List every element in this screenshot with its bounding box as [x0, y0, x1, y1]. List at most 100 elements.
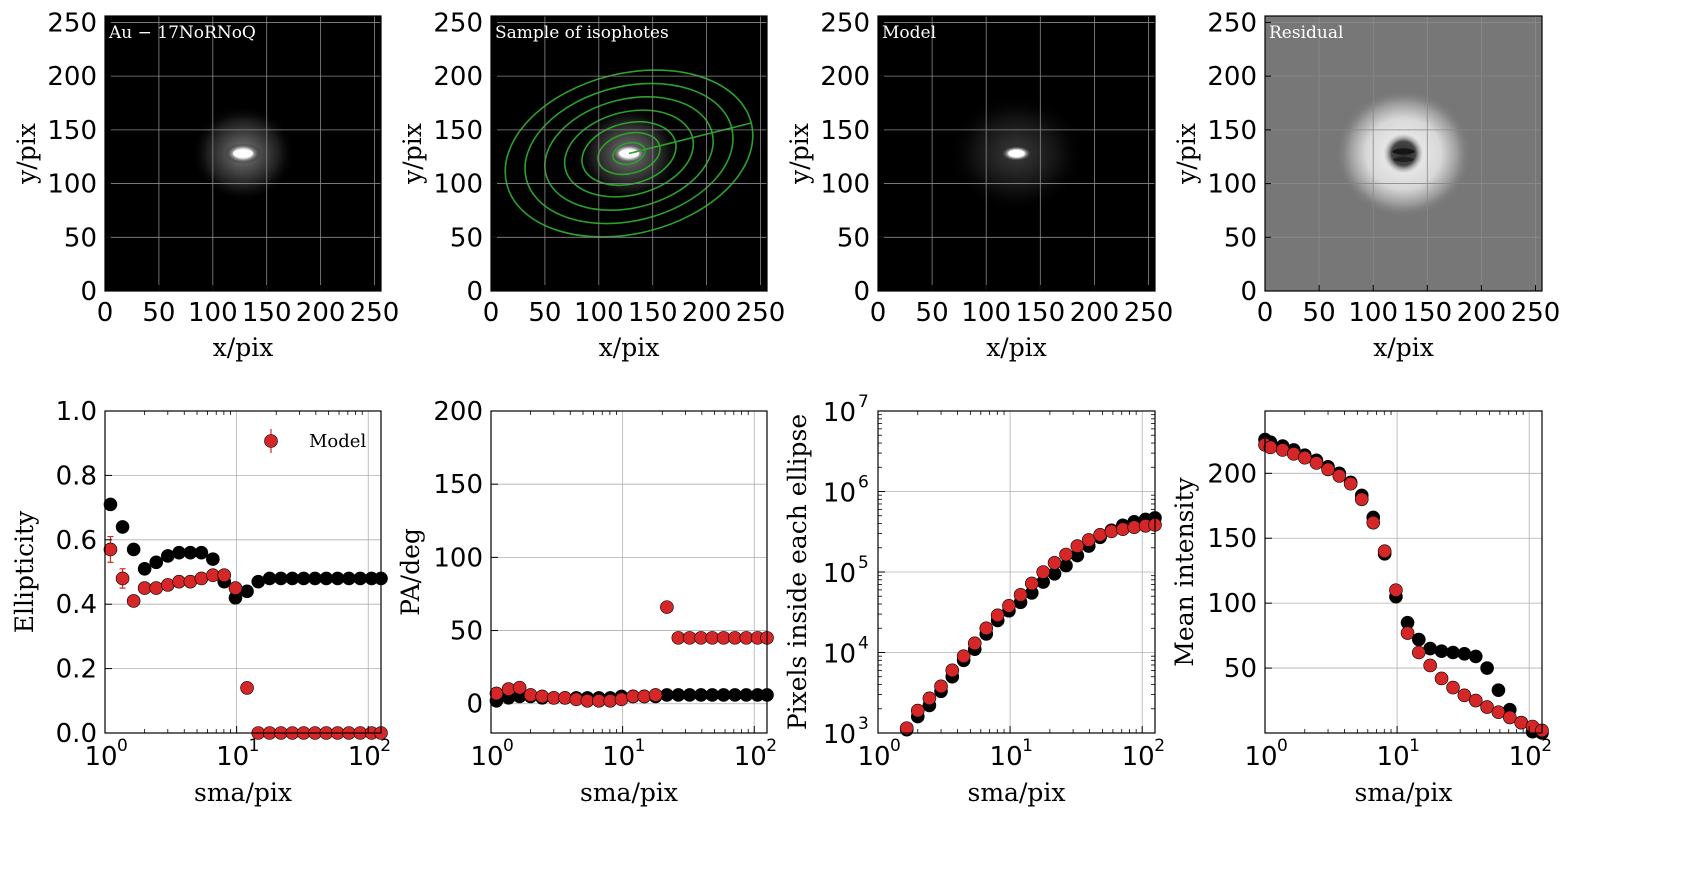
x-tick-exponent: 0 — [117, 736, 128, 756]
data-point — [1502, 710, 1517, 725]
data-point — [126, 542, 141, 557]
y-tick-label: 200 — [47, 62, 97, 92]
y-tick-label: 200 — [1207, 459, 1257, 489]
y-tick-label: 10 — [823, 398, 856, 428]
x-tick-exponent: 2 — [766, 736, 777, 756]
data-point — [990, 608, 1005, 623]
data-point — [1389, 583, 1403, 597]
data-point — [1297, 450, 1312, 465]
y-minor-ticks — [878, 414, 1155, 710]
plot-frame — [1264, 410, 1543, 734]
y-tick-label: 250 — [820, 8, 870, 38]
y-tick-label: 0 — [466, 690, 483, 720]
x-minor-ticks — [530, 411, 749, 733]
data-point — [1446, 645, 1460, 660]
image-grid — [1265, 16, 1542, 291]
isophote-pa-line — [628, 122, 752, 155]
x-tick-label: 150 — [628, 298, 678, 328]
y-tick-label: 150 — [820, 116, 870, 146]
data-point — [592, 693, 606, 708]
data-point — [1321, 462, 1335, 477]
data-point — [1343, 476, 1358, 491]
x-tick-label: 50 — [528, 298, 561, 328]
y-tick-label: 0.8 — [56, 461, 97, 491]
plot-frame — [104, 410, 382, 734]
x-axis-label: x/pix — [599, 333, 660, 362]
y-tick-label: 50 — [1224, 223, 1257, 253]
x-tick-exponent: 0 — [503, 736, 514, 756]
x-tick-label: 10 — [734, 742, 767, 772]
x-tick-exponent: 1 — [1409, 736, 1420, 756]
x-tick-label: 10 — [348, 742, 381, 772]
x-tick-label: 200 — [1070, 298, 1120, 328]
data-point — [1093, 527, 1107, 542]
profile-chart-1: 10 0 10 1 10 20.00.20.40.60.81.0sma/pixEllipt… — [10, 397, 391, 807]
series-model — [1258, 437, 1549, 738]
y-axis-label: PA/deg — [396, 528, 425, 616]
data-point — [103, 497, 118, 512]
x-tick-label: 0 — [97, 298, 114, 328]
data-point — [910, 703, 925, 718]
image-frame — [877, 15, 1156, 292]
model-nucleus — [1008, 150, 1025, 157]
y-tick-exponent: 7 — [858, 392, 869, 412]
data-point — [523, 688, 538, 702]
plot-background — [491, 411, 767, 733]
data-point — [1309, 456, 1324, 470]
y-tick-label: 200 — [433, 62, 483, 92]
x-tick-exponent: 1 — [635, 736, 646, 756]
data-point — [1400, 626, 1415, 640]
x-tick-label: 150 — [1015, 298, 1065, 328]
x-tick-label: 50 — [916, 298, 949, 328]
x-tick-label: 10 — [1509, 742, 1542, 772]
y-tick-label: 50 — [450, 617, 483, 647]
x-tick-label: 10 — [1122, 742, 1155, 772]
data-point — [240, 681, 254, 695]
data-point — [1047, 556, 1062, 570]
data-point — [614, 692, 629, 707]
data-point — [1025, 576, 1039, 591]
data-point — [1480, 700, 1494, 714]
y-axis-label: Pixels inside each ellipse — [783, 414, 812, 730]
x-tick-label: 0 — [483, 298, 500, 328]
data-point — [580, 693, 595, 708]
x-tick-label: 10 — [857, 742, 890, 772]
y-tick-label: 50 — [837, 223, 870, 253]
data-point — [535, 689, 550, 704]
x-tick-label: 100 — [188, 298, 238, 328]
data-point — [1446, 680, 1460, 695]
data-point — [1412, 645, 1426, 660]
y-tick-label: 1.0 — [56, 397, 97, 427]
data-point — [194, 571, 209, 586]
data-point — [1115, 522, 1130, 537]
data-point — [1412, 632, 1426, 647]
image-label: Au − 17NoRNoQ — [108, 23, 256, 43]
x-tick-label: 10 — [602, 742, 635, 772]
data-point — [637, 689, 652, 704]
residual-bar — [1392, 148, 1415, 155]
data-point — [149, 581, 164, 595]
data-point — [1263, 440, 1278, 455]
x-tick-exponent: 1 — [249, 736, 260, 756]
x-tick-exponent: 2 — [380, 736, 391, 756]
image-label: Residual — [1269, 23, 1343, 43]
x-tick-label: 100 — [1348, 298, 1398, 328]
image-frame — [490, 15, 768, 292]
data-point — [728, 688, 742, 702]
data-point — [682, 688, 697, 702]
y-tick-exponent: 4 — [858, 634, 869, 654]
x-tick-exponent: 2 — [1541, 736, 1552, 756]
data-point — [979, 621, 994, 636]
x-tick-label: 10 — [1244, 742, 1277, 772]
image-grid — [105, 16, 381, 291]
y-tick-label: 10 — [823, 640, 856, 670]
y-tick-label: 100 — [433, 543, 483, 573]
data-point — [137, 581, 152, 595]
data-point — [228, 581, 243, 595]
data-point — [956, 649, 971, 663]
